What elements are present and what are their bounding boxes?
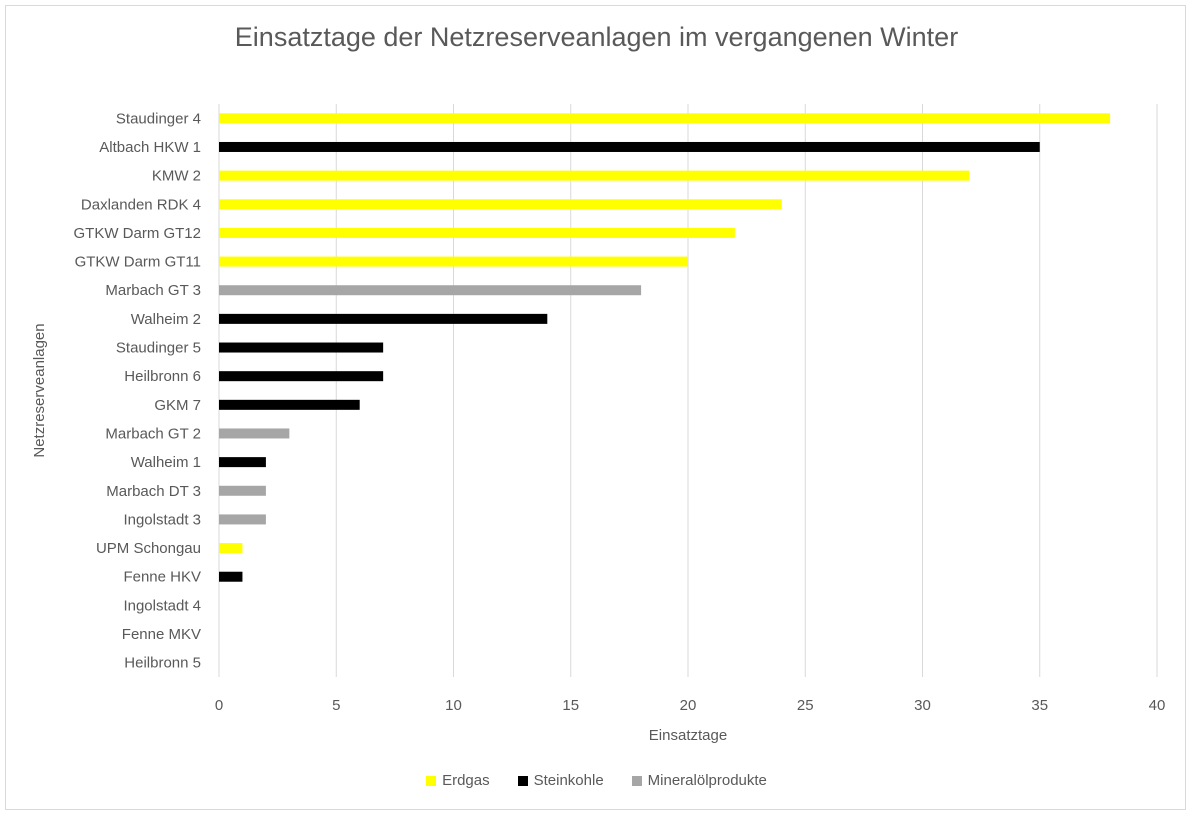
- bar: [219, 514, 266, 525]
- bar: [219, 141, 1040, 152]
- legend-label-erdgas: Erdgas: [442, 772, 490, 789]
- y-category-label: Heilbronn 5: [124, 655, 201, 672]
- bar: [219, 543, 243, 554]
- bar: [219, 399, 360, 410]
- bar: [219, 428, 290, 439]
- x-tick-label: 25: [797, 697, 814, 714]
- y-category-label: Marbach GT 2: [105, 425, 201, 442]
- y-category-label: GKM 7: [154, 397, 201, 414]
- x-tick-label: 0: [215, 697, 223, 714]
- y-category-label: KMW 2: [152, 168, 201, 185]
- bar: [219, 170, 970, 181]
- x-axis-title: Einsatztage: [649, 727, 727, 744]
- x-tick-label: 5: [332, 697, 340, 714]
- legend-swatch-steinkohle: [517, 775, 528, 786]
- y-category-label: Fenne HKV: [123, 569, 201, 586]
- bar: [219, 285, 642, 296]
- y-category-label: Marbach DT 3: [106, 483, 201, 500]
- chart-legend: Erdgas Steinkohle Mineralölprodukte: [0, 772, 1193, 789]
- y-category-label: Walheim 2: [131, 311, 201, 328]
- y-category-label: Daxlanden RDK 4: [81, 196, 201, 213]
- y-category-label: GTKW Darm GT11: [75, 254, 201, 271]
- y-category-label: Staudinger 5: [116, 340, 201, 357]
- y-axis-title: Netzreserveanlagen: [31, 323, 48, 457]
- bar: [219, 342, 384, 353]
- legend-swatch-erdgas: [426, 775, 437, 786]
- x-tick-label: 30: [914, 697, 931, 714]
- legend-item-erdgas: Erdgas: [426, 772, 490, 789]
- y-category-label: GTKW Darm GT12: [73, 225, 201, 242]
- legend-label-steinkohle: Steinkohle: [533, 772, 604, 789]
- legend-item-mineraloelprodukte: Mineralölprodukte: [631, 772, 767, 789]
- y-category-label: Fenne MKV: [122, 626, 201, 643]
- x-tick-label: 40: [1149, 697, 1166, 714]
- bar: [219, 227, 735, 238]
- bar: [219, 256, 688, 267]
- bar: [219, 313, 548, 324]
- x-tick-label: 15: [562, 697, 579, 714]
- bar: [219, 457, 266, 468]
- y-category-label: Heilbronn 6: [124, 368, 201, 385]
- bar: [219, 371, 384, 382]
- y-category-label: Staudinger 4: [116, 110, 201, 127]
- chart-title: Einsatztage der Netzreserveanlagen im ve…: [234, 22, 959, 52]
- y-category-label: UPM Schongau: [96, 540, 201, 557]
- y-category-label: Walheim 1: [131, 454, 201, 471]
- x-tick-label: 10: [445, 697, 462, 714]
- legend-item-steinkohle: Steinkohle: [517, 772, 604, 789]
- legend-swatch-mineraloelprodukte: [631, 775, 642, 786]
- bar: [219, 485, 266, 496]
- bar: [219, 113, 1111, 124]
- x-tick-label: 20: [680, 697, 697, 714]
- chart-frame: [5, 5, 1186, 810]
- y-category-label: Ingolstadt 3: [123, 511, 201, 528]
- y-category-label: Ingolstadt 4: [123, 597, 201, 614]
- y-category-label: Altbach HKW 1: [99, 139, 201, 156]
- bar: [219, 571, 243, 582]
- legend-label-mineraloelprodukte: Mineralölprodukte: [647, 772, 767, 789]
- bar: [219, 199, 782, 210]
- x-tick-label: 35: [1031, 697, 1048, 714]
- y-category-label: Marbach GT 3: [105, 282, 201, 299]
